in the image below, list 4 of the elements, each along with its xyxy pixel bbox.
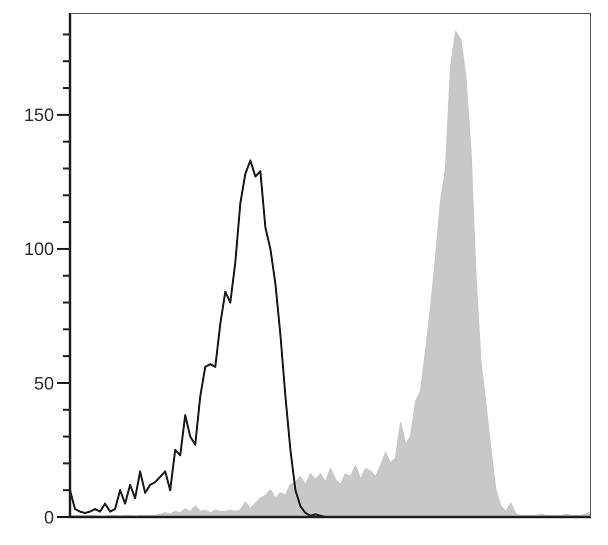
- y-tick-label: 150: [24, 105, 54, 126]
- y-tick-label: 50: [34, 373, 54, 394]
- y-tick-label: 100: [24, 239, 54, 260]
- y-tick-label: 0: [44, 507, 54, 528]
